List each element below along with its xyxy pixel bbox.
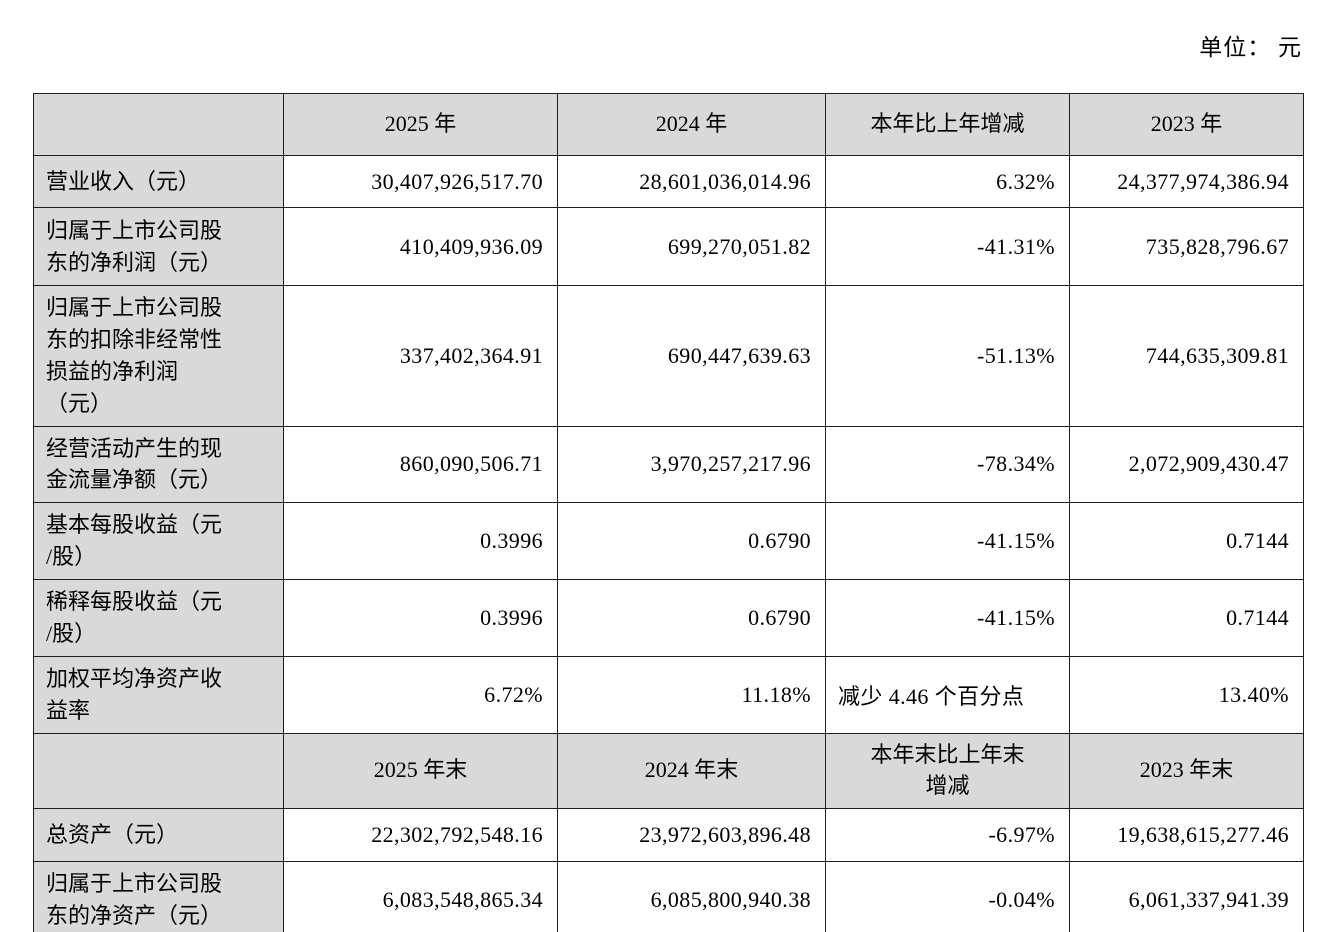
value-2025: 410,409,936.09 — [283, 207, 558, 286]
value-2025: 0.3996 — [283, 502, 558, 581]
header-cell-empty — [33, 732, 284, 809]
value-2023-end: 19,638,615,277.46 — [1069, 807, 1304, 862]
value-2025: 337,402,364.91 — [283, 285, 558, 427]
financial-summary-table: 2025 年 2024 年 本年比上年增减 2023 年 营业收入（元） 30,… — [33, 93, 1304, 932]
row-net-profit-deducting-nonrecurring: 归属于上市公司股 东的扣除非经常性 损益的净利润 （元） 337,402,364… — [33, 285, 1304, 427]
row-total-assets: 总资产（元） 22,302,792,548.16 23,972,603,896.… — [33, 807, 1304, 862]
value-2024-end: 23,972,603,896.48 — [557, 807, 826, 862]
value-2023: 2,072,909,430.47 — [1069, 425, 1304, 504]
value-yoy-change: -41.31% — [825, 207, 1070, 286]
row-basic-eps: 基本每股收益（元 /股） 0.3996 0.6790 -41.15% 0.714… — [33, 502, 1304, 581]
value-2023-end: 6,061,337,941.39 — [1069, 860, 1304, 932]
value-2023: 0.7144 — [1069, 579, 1304, 657]
unit-label: 单位： 元 — [1199, 35, 1302, 60]
row-label: 归属于上市公司股 东的净资产（元） — [33, 860, 284, 932]
row-weighted-average-roe: 加权平均净资产收 益率 6.72% 11.18% 减少 4.46 个百分点 13… — [33, 655, 1304, 734]
row-label: 归属于上市公司股 东的净利润（元） — [33, 207, 284, 286]
value-yoy-change: -51.13% — [825, 285, 1070, 427]
row-operating-revenue: 营业收入（元） 30,407,926,517.70 28,601,036,014… — [33, 155, 1304, 208]
value-2024-end: 6,085,800,940.38 — [557, 860, 826, 932]
header-cell-2025: 2025 年 — [283, 93, 558, 156]
value-2024: 0.6790 — [557, 502, 826, 581]
value-2024: 0.6790 — [557, 579, 826, 657]
row-operating-cash-flow: 经营活动产生的现 金流量净额（元） 860,090,506.71 3,970,2… — [33, 425, 1304, 504]
value-year-end-change: -6.97% — [825, 807, 1070, 862]
value-year-end-change: -0.04% — [825, 860, 1070, 932]
row-label: 经营活动产生的现 金流量净额（元） — [33, 425, 284, 504]
header-row-annual: 2025 年 2024 年 本年比上年增减 2023 年 — [33, 93, 1304, 156]
row-net-profit-attributable: 归属于上市公司股 东的净利润（元） 410,409,936.09 699,270… — [33, 207, 1304, 286]
header-row-year-end: 2025 年末 2024 年末 本年末比上年末 增减 2023 年末 — [33, 732, 1304, 809]
value-2025: 0.3996 — [283, 579, 558, 657]
row-label: 营业收入（元） — [33, 155, 284, 208]
row-net-assets-attributable: 归属于上市公司股 东的净资产（元） 6,083,548,865.34 6,085… — [33, 860, 1304, 932]
value-2023: 735,828,796.67 — [1069, 207, 1304, 286]
header-cell-2023: 2023 年 — [1069, 93, 1304, 156]
value-2023: 24,377,974,386.94 — [1069, 155, 1304, 208]
value-2024: 699,270,051.82 — [557, 207, 826, 286]
value-2023: 13.40% — [1069, 655, 1304, 734]
value-yoy-change: 6.32% — [825, 155, 1070, 208]
header-cell-empty — [33, 93, 284, 156]
value-2025: 860,090,506.71 — [283, 425, 558, 504]
value-2024: 11.18% — [557, 655, 826, 734]
header-cell-year-end-change: 本年末比上年末 增减 — [825, 732, 1070, 809]
header-cell-2024-end: 2024 年末 — [557, 732, 826, 809]
value-yoy-change: 减少 4.46 个百分点 — [825, 655, 1070, 734]
value-2025-end: 22,302,792,548.16 — [283, 807, 558, 862]
value-yoy-change: -41.15% — [825, 502, 1070, 581]
value-2024: 28,601,036,014.96 — [557, 155, 826, 208]
header-cell-yoy-change: 本年比上年增减 — [825, 93, 1070, 156]
value-2025: 6.72% — [283, 655, 558, 734]
row-diluted-eps: 稀释每股收益（元 /股） 0.3996 0.6790 -41.15% 0.714… — [33, 579, 1304, 657]
row-label: 基本每股收益（元 /股） — [33, 502, 284, 581]
value-2025-end: 6,083,548,865.34 — [283, 860, 558, 932]
value-2025: 30,407,926,517.70 — [283, 155, 558, 208]
header-cell-2024: 2024 年 — [557, 93, 826, 156]
row-label: 加权平均净资产收 益率 — [33, 655, 284, 734]
value-yoy-change: -78.34% — [825, 425, 1070, 504]
row-label: 归属于上市公司股 东的扣除非经常性 损益的净利润 （元） — [33, 285, 284, 427]
value-yoy-change: -41.15% — [825, 579, 1070, 657]
value-2024: 3,970,257,217.96 — [557, 425, 826, 504]
value-2024: 690,447,639.63 — [557, 285, 826, 427]
value-2023: 0.7144 — [1069, 502, 1304, 581]
row-label: 总资产（元） — [33, 807, 284, 862]
header-cell-2023-end: 2023 年末 — [1069, 732, 1304, 809]
value-2023: 744,635,309.81 — [1069, 285, 1304, 427]
row-label: 稀释每股收益（元 /股） — [33, 579, 284, 657]
header-cell-2025-end: 2025 年末 — [283, 732, 558, 809]
